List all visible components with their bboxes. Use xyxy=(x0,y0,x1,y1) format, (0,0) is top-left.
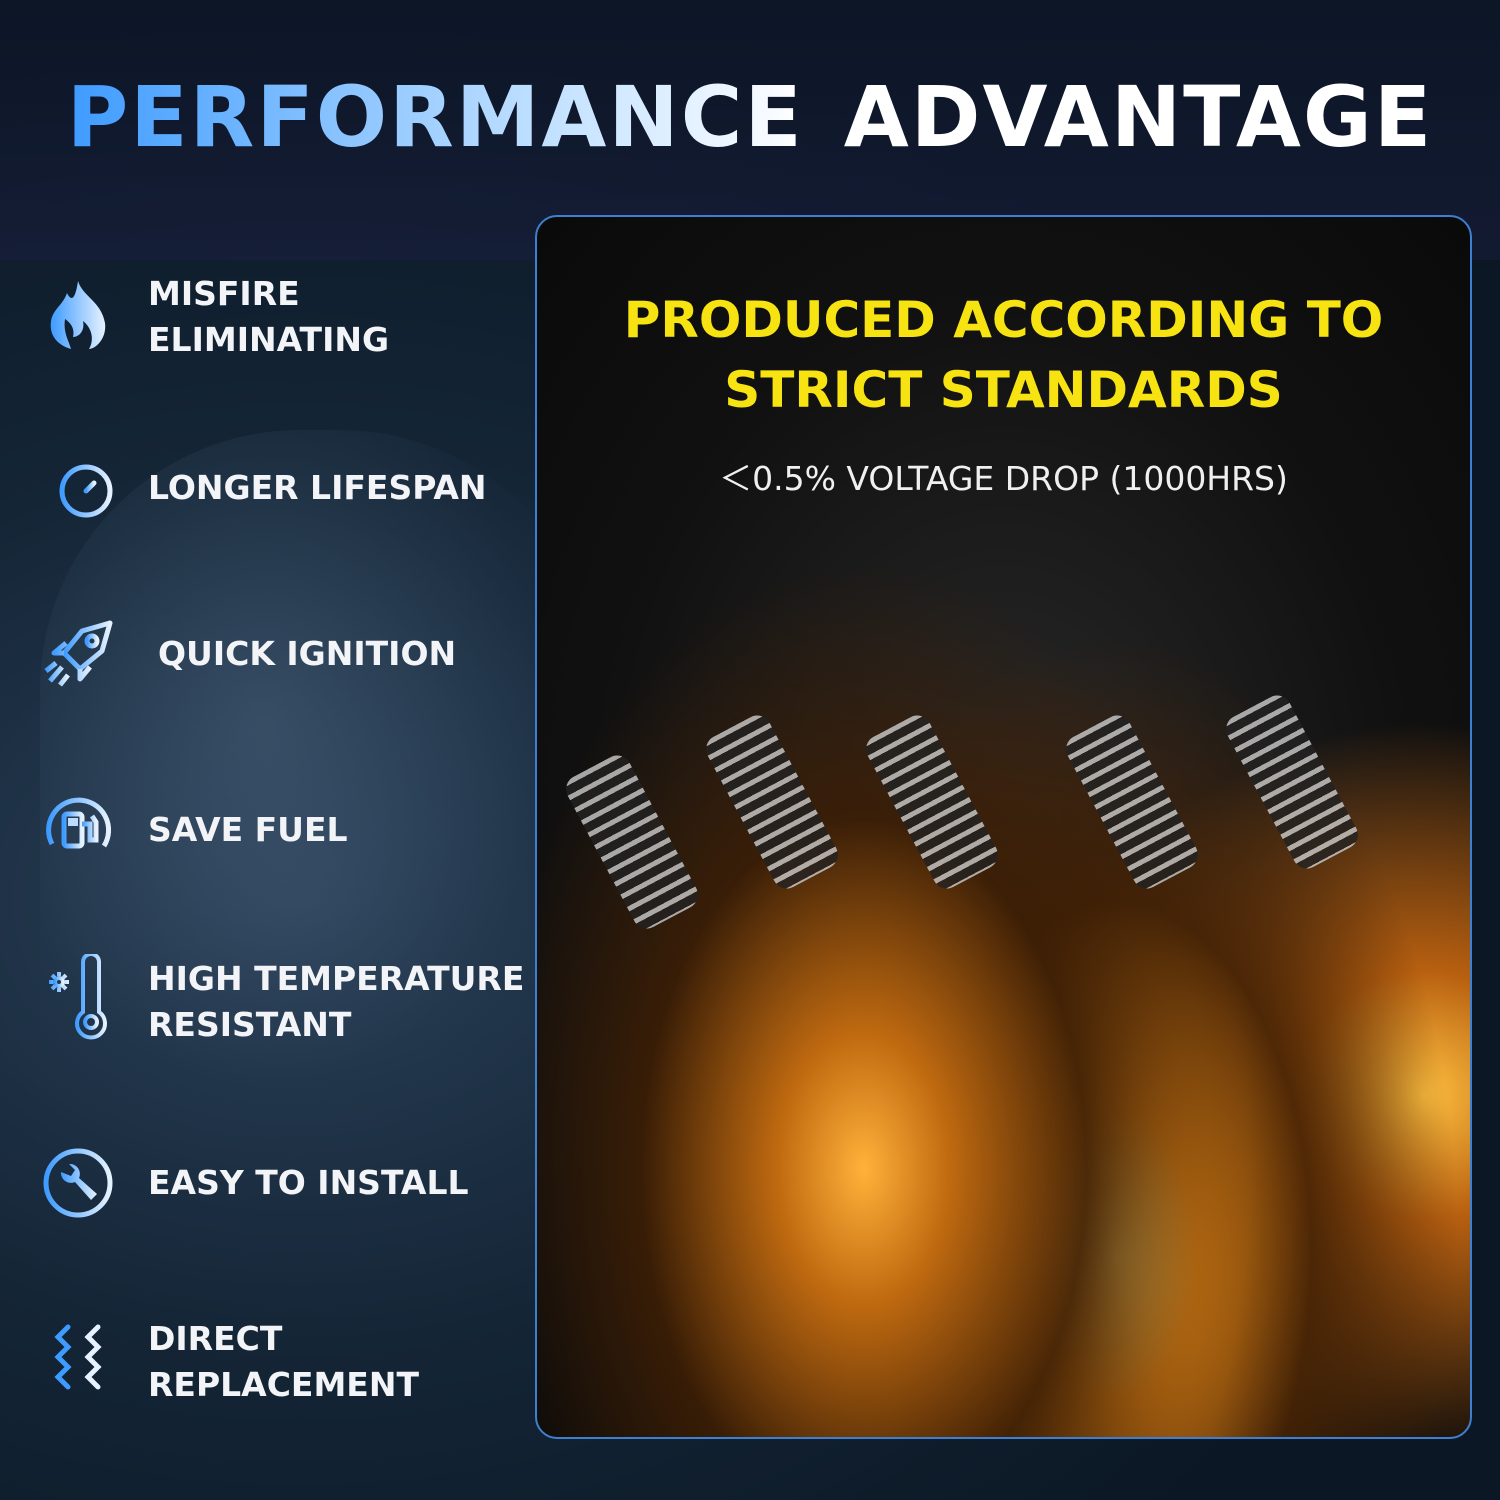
stopwatch-icon xyxy=(38,448,118,528)
feature-direct-replacement: DIRECT REPLACEMENT xyxy=(38,1319,419,1404)
feature-ignition: QUICK IGNITION xyxy=(38,614,456,694)
panel-headline: PRODUCED ACCORDING TO STRICT STANDARDS xyxy=(623,291,1384,419)
feature-misfire: MISFIRE ELIMINATING xyxy=(38,274,389,359)
title-part1: PERFORMANCE xyxy=(66,68,804,166)
page-title: PERFORMANCE ADVANTAGE xyxy=(0,68,1500,166)
rocket-icon xyxy=(38,614,118,694)
flame-icon xyxy=(38,275,118,355)
feature-easy-install: EASY TO INSTALL xyxy=(38,1143,469,1223)
feature-temperature: HIGH TEMPERATURE RESISTANT xyxy=(38,954,524,1044)
feature-save-fuel: SAVE FUEL xyxy=(38,790,348,870)
car-silhouette-background xyxy=(40,430,600,1150)
fuel-pump-icon xyxy=(38,790,118,870)
thermometer-icon xyxy=(38,954,118,1040)
panel-subtext: ＜0.5% VOLTAGE DROP (1000HRS) xyxy=(719,459,1288,498)
engine-image-panel: PRODUCED ACCORDING TO STRICT STANDARDS ＜… xyxy=(535,215,1472,1439)
title-part2: ADVANTAGE xyxy=(843,68,1434,166)
wrench-icon xyxy=(38,1143,118,1223)
feature-lifespan: LONGER LIFESPAN xyxy=(38,448,487,528)
wave-arrows-icon xyxy=(38,1320,118,1400)
